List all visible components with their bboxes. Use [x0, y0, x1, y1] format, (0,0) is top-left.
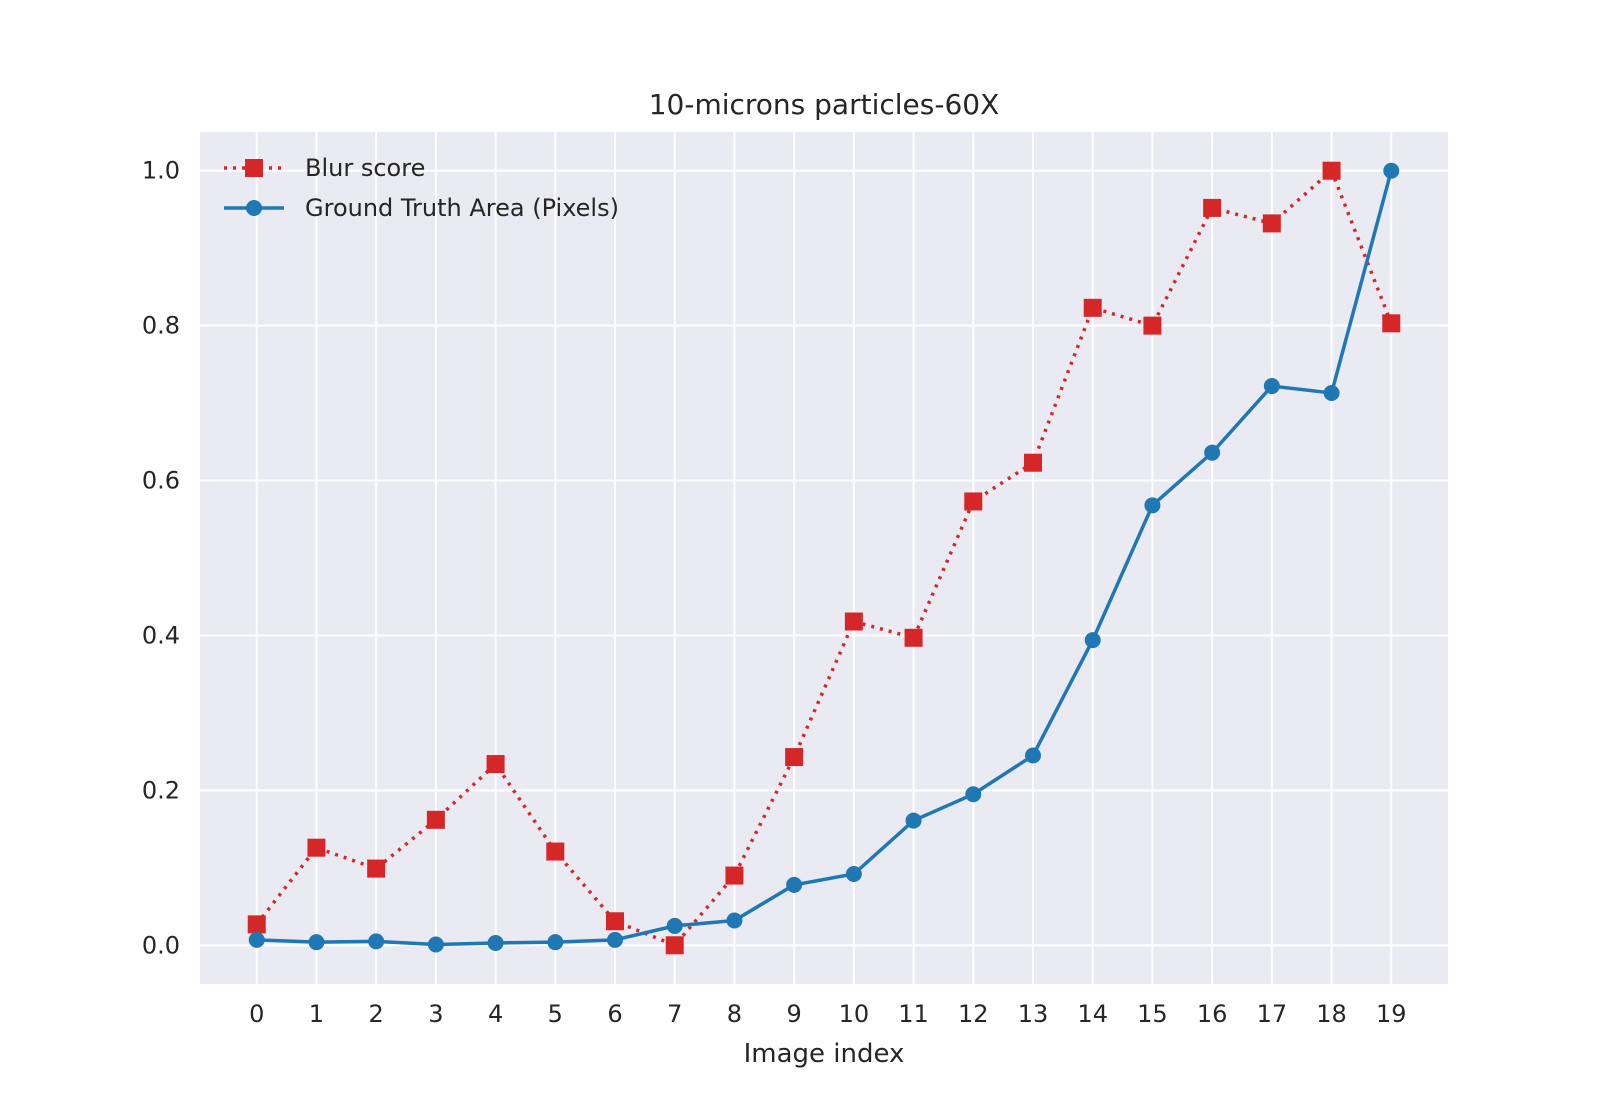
x-tick-label: 9	[787, 1000, 802, 1028]
x-tick-label: 2	[369, 1000, 384, 1028]
data-point	[965, 786, 981, 802]
x-tick-label: 6	[607, 1000, 622, 1028]
data-point	[427, 811, 445, 829]
data-point	[546, 843, 564, 861]
data-point	[487, 755, 505, 773]
data-point	[367, 860, 385, 878]
x-tick-label: 17	[1257, 1000, 1288, 1028]
data-point	[607, 932, 623, 948]
data-point	[248, 915, 266, 933]
y-tick-label: 0.8	[142, 312, 180, 340]
x-tick-label: 16	[1197, 1000, 1228, 1028]
legend-label: Ground Truth Area (Pixels)	[305, 194, 619, 222]
x-tick-label: 8	[727, 1000, 742, 1028]
legend-label: Blur score	[305, 154, 425, 182]
x-tick-label: 19	[1376, 1000, 1407, 1028]
y-tick-label: 1.0	[142, 157, 180, 185]
data-point	[725, 867, 743, 885]
data-point	[368, 933, 384, 949]
data-point	[1382, 314, 1400, 332]
x-axis-label: Image index	[744, 1039, 905, 1069]
data-point	[428, 936, 444, 952]
data-point	[1263, 214, 1281, 232]
data-point	[307, 839, 325, 857]
data-point	[1143, 317, 1161, 335]
data-point	[845, 613, 863, 631]
y-tick-label: 0.6	[142, 467, 180, 495]
x-tick-label: 15	[1137, 1000, 1168, 1028]
x-tick-label: 18	[1316, 1000, 1347, 1028]
x-tick-label: 5	[548, 1000, 563, 1028]
data-point	[1383, 163, 1399, 179]
data-point	[906, 813, 922, 829]
data-point	[905, 629, 923, 647]
data-point	[606, 912, 624, 930]
data-point	[249, 932, 265, 948]
x-tick-label: 11	[898, 1000, 929, 1028]
y-tick-label: 0.2	[142, 776, 180, 804]
data-point	[1204, 445, 1220, 461]
data-point	[667, 918, 683, 934]
y-tick-label: 0.0	[142, 931, 180, 959]
x-tick-label: 4	[488, 1000, 503, 1028]
x-tick-label: 3	[428, 1000, 443, 1028]
x-tick-label: 14	[1077, 1000, 1108, 1028]
data-point	[1264, 378, 1280, 394]
data-point	[1203, 199, 1221, 217]
x-tick-label: 0	[249, 1000, 264, 1028]
data-point	[1144, 497, 1160, 513]
data-point	[785, 748, 803, 766]
data-point	[1085, 632, 1101, 648]
x-tick-label: 1	[309, 1000, 324, 1028]
data-point	[726, 912, 742, 928]
data-point	[1084, 299, 1102, 317]
legend-marker	[246, 200, 262, 216]
data-point	[846, 866, 862, 882]
legend-marker	[245, 159, 263, 177]
data-point	[666, 936, 684, 954]
data-point	[1323, 162, 1341, 180]
data-point	[547, 934, 563, 950]
data-point	[308, 934, 324, 950]
x-tick-label: 7	[667, 1000, 682, 1028]
data-point	[1324, 385, 1340, 401]
x-tick-label: 10	[839, 1000, 870, 1028]
x-tick-label: 13	[1018, 1000, 1049, 1028]
chart-title: 10-microns particles-60X	[649, 88, 1000, 121]
data-point	[1025, 748, 1041, 764]
data-point	[964, 492, 982, 510]
y-tick-label: 0.4	[142, 621, 180, 649]
data-point	[1024, 454, 1042, 472]
plot-background	[200, 132, 1448, 984]
data-point	[786, 877, 802, 893]
data-point	[488, 935, 504, 951]
x-tick-label: 12	[958, 1000, 989, 1028]
